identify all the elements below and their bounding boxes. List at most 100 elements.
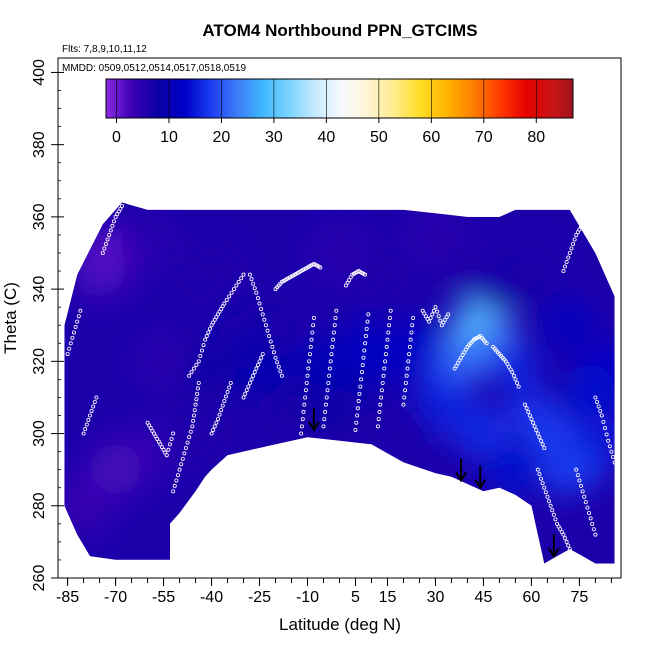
sample-point [70,335,75,340]
sample-point [119,204,124,209]
sample-point [263,323,268,328]
sample-point [76,314,81,319]
sample-point [198,353,203,358]
arrow-head [455,471,467,483]
sample-point [209,431,214,436]
x-tick-label: -55 [152,589,175,606]
sample-point [571,241,576,246]
sample-point [308,344,313,349]
sample-point [306,366,311,371]
y-tick-label: 360 [31,203,48,230]
sample-point [329,352,334,357]
sample-point [169,436,174,441]
sample-point [609,449,614,454]
sample-point [529,417,534,422]
sample-point [387,315,392,320]
heatmap-cell [489,342,542,395]
sample-point [353,427,358,432]
sample-point [513,377,518,382]
sample-point [535,431,540,436]
chart-title: ATOM4 Northbound PPN_GTCIMS [202,21,477,40]
sample-point [382,366,387,371]
sample-point [524,406,529,411]
sample-point [333,315,338,320]
heatmap-cell [505,245,558,298]
sample-point [410,323,415,328]
sample-point [307,352,312,357]
y-tick-label: 260 [31,565,48,592]
sample-point [331,330,336,335]
sample-point [73,325,78,330]
sample-point [383,352,388,357]
sample-point [547,499,552,504]
sample-point [193,402,198,407]
sample-point [436,314,441,319]
sample-point [273,355,278,360]
sample-point [510,370,515,375]
sample-point [251,373,256,378]
sample-point [303,388,308,393]
sample-point [577,478,582,483]
sample-point [582,494,587,499]
sample-point [187,373,192,378]
sample-point [239,276,244,281]
sample-point [75,319,80,324]
sample-point [567,250,572,255]
sample-point [191,418,196,423]
x-tick-label: -40 [200,589,223,606]
arrow-marker [308,407,320,432]
sample-point [227,385,232,390]
sample-point [276,364,281,369]
sample-point [328,359,333,364]
sample-point [409,330,414,335]
sample-point [257,301,262,306]
sample-point [215,417,220,422]
x-tick-label: -25 [248,589,271,606]
sample-point [361,355,366,360]
sample-point [327,366,332,371]
colorbar-tick-label: 40 [317,129,335,146]
sample-point [192,408,197,413]
sample-point [108,228,113,233]
sample-point [575,473,580,478]
sample-point [595,399,600,404]
sample-point [203,337,208,342]
arrow-head [474,479,487,490]
sample-point [236,279,241,284]
sample-point [364,326,369,331]
sample-point [105,237,110,242]
y-tick-label: 320 [31,348,48,375]
sample-point [271,350,276,355]
colorbar-tick-label: 20 [213,129,231,146]
sample-point [299,431,304,436]
sample-point [435,309,440,314]
x-axis: -85 -70 -55 -40 -25 -10 5 15 30 45 60 75 [56,578,612,606]
sample-point [403,380,408,385]
sample-point [539,438,544,443]
sample-point [167,442,172,447]
sample-point [401,402,406,407]
colorbar-gradient [105,78,574,119]
sample-point [359,370,364,375]
heatmap-cell [313,227,366,279]
sample-point [318,265,323,270]
sample-point [408,337,413,342]
sample-point [214,420,219,425]
sample-point [523,402,528,407]
sample-point [189,370,194,375]
sample-point [229,290,234,295]
sample-point [561,269,566,274]
colorbar-tick-label: 30 [265,129,283,146]
sample-point [603,426,608,431]
sample-point [172,483,177,488]
x-tick-label: 60 [523,589,541,606]
sample-point [355,413,360,418]
sample-point [583,500,588,505]
sample-point [404,373,409,378]
x-tick-label: -70 [104,589,127,606]
sample-point [301,409,306,414]
heatmap-cell [265,389,318,442]
sample-point [249,277,254,282]
heatmap-cell [543,299,596,352]
sample-point [543,490,548,495]
